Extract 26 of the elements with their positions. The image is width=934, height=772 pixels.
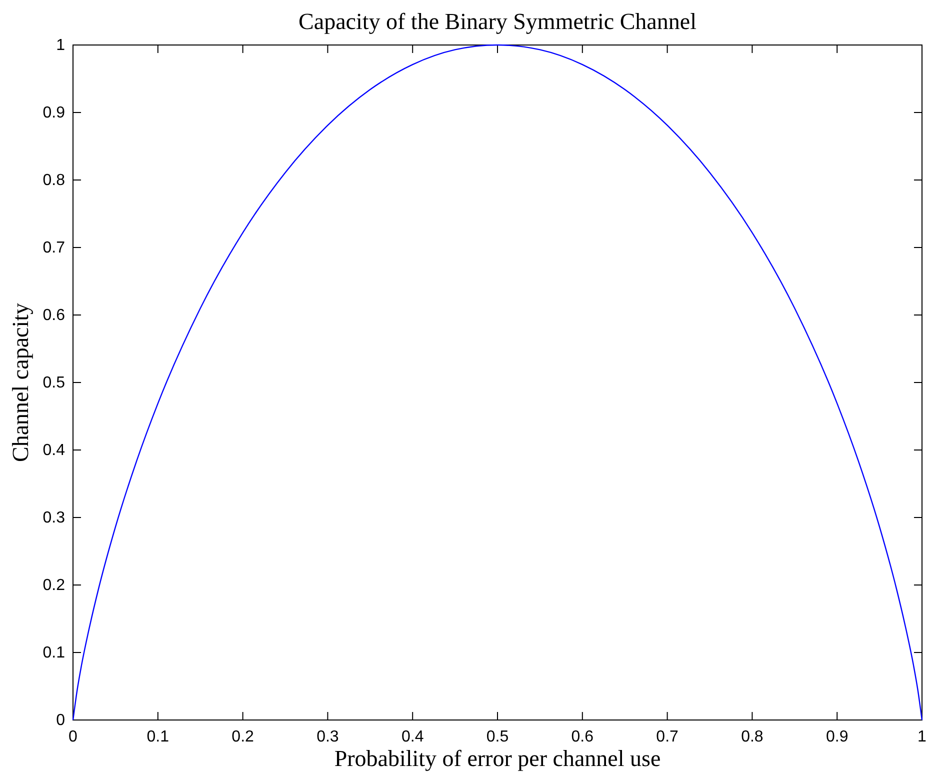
y-tick-label: 0.5 [42, 374, 66, 392]
y-tick-label: 0 [56, 712, 66, 730]
y-axis-title: Channel capacity [8, 302, 33, 462]
x-tick-label: 0.3 [316, 728, 339, 746]
y-tick-label: 1 [56, 37, 66, 54]
y-tick-label: 0.8 [42, 172, 66, 190]
x-tick-label: 0.6 [571, 728, 594, 746]
x-tick-label: 0.8 [741, 728, 764, 746]
y-tick-label: 0.1 [42, 644, 66, 662]
y-tick-label: 0.9 [42, 104, 66, 122]
x-tick-label: 0.2 [232, 728, 254, 746]
y-tick-label: 0.3 [42, 510, 66, 527]
x-axis-title: Probability of error per channel use [334, 746, 661, 771]
x-tick-label: 0.7 [656, 728, 679, 746]
y-tick-label: 0.7 [42, 240, 66, 257]
x-tick-label: 0 [68, 728, 78, 746]
chart-title: Capacity of the Binary Symmetric Channel [298, 9, 696, 34]
y-tick-label: 0.6 [42, 307, 66, 324]
line-series [72, 44, 923, 721]
x-tick-label: 1 [918, 728, 927, 746]
y-tick-label: 0.2 [42, 577, 66, 594]
x-tick-label: 0.5 [486, 728, 509, 746]
x-tick-label: 0.9 [826, 728, 848, 746]
x-tick-label: 0.4 [401, 728, 424, 746]
x-tick-label: 0.1 [146, 728, 170, 746]
y-tick-label: 0.4 [42, 442, 66, 460]
